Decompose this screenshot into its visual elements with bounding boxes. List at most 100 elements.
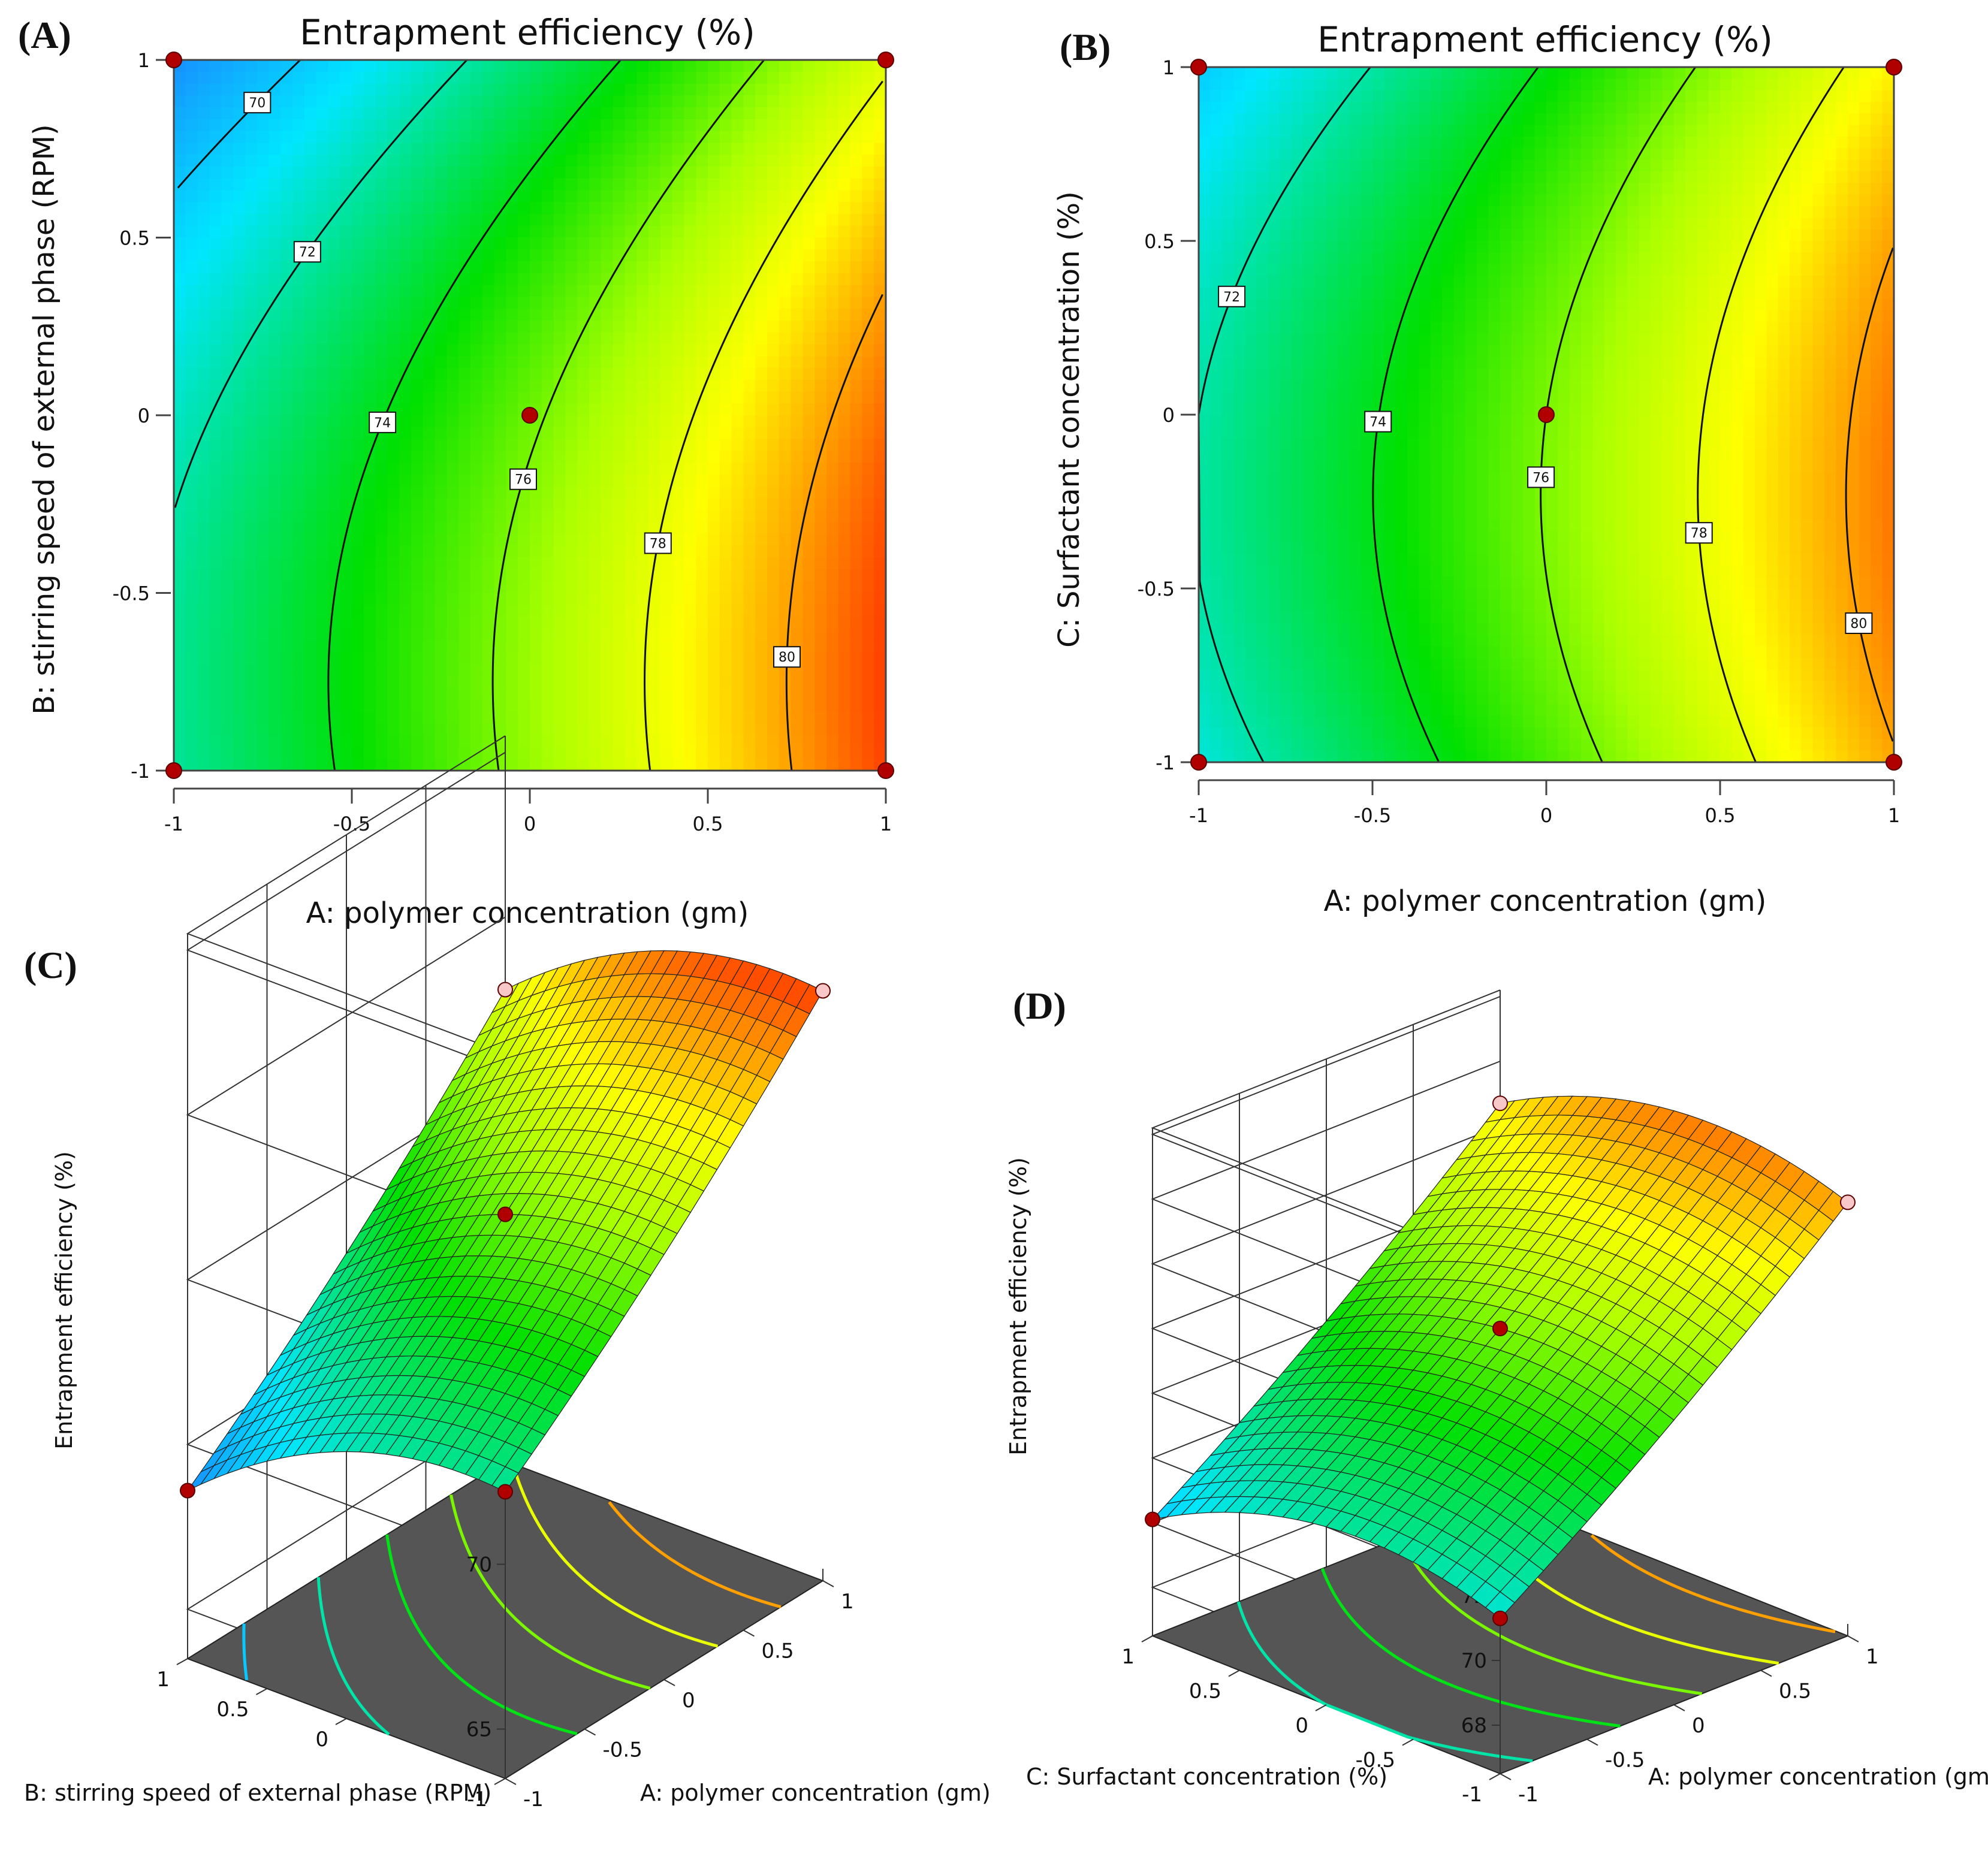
wall-edge bbox=[186, 735, 506, 1054]
x-tick-label: 0 bbox=[1540, 804, 1552, 827]
x-tick-label: -1 bbox=[1189, 804, 1208, 827]
y-tick-label: 0.5 bbox=[1144, 230, 1175, 253]
x-tick-label: 0.5 bbox=[693, 813, 723, 835]
design-point bbox=[1886, 59, 1902, 76]
design-point bbox=[1886, 754, 1902, 771]
svg-text:72: 72 bbox=[299, 245, 316, 260]
plotB-frame bbox=[1197, 66, 1895, 763]
b-tick-label: 1 bbox=[156, 1668, 170, 1692]
panel-b-xlabel: A: polymer concentration (gm) bbox=[1324, 884, 1767, 918]
contour-label-76: 76 bbox=[1527, 466, 1555, 488]
contour-line-78 bbox=[644, 80, 883, 771]
floor-contour-76 bbox=[449, 1494, 651, 1690]
design-point bbox=[877, 52, 894, 68]
plotA-frame bbox=[173, 59, 887, 772]
panel-d-surface-plot: 828078767472706810.50-0.5-110.50-0.5-1 bbox=[1121, 989, 1879, 1807]
contour-line-72 bbox=[1199, 67, 1371, 762]
panel-d-xlabel: A: polymer concentration (gm) bbox=[1648, 1764, 1988, 1790]
design-point bbox=[877, 762, 894, 779]
contour-label-78: 78 bbox=[1685, 522, 1713, 544]
z-tick-label: 70 bbox=[466, 1553, 492, 1577]
y-tick-label: 0 bbox=[1163, 404, 1175, 427]
b-tick-mark bbox=[1489, 1773, 1501, 1780]
plotC-floor-contours bbox=[242, 1466, 782, 1736]
panel-a: (A) Entrapment efficiency (%) 70 72 74 76 78… bbox=[18, 12, 894, 930]
panel-c-ylabel: B: stirring speed of external phase (RPM… bbox=[24, 1780, 491, 1806]
y-tick-label: 0 bbox=[138, 404, 150, 427]
a-tick-label: 0.5 bbox=[1779, 1680, 1811, 1704]
design-point bbox=[165, 762, 182, 779]
panel-b-title: Entrapment efficiency (%) bbox=[1317, 19, 1773, 60]
a-tick-label: -1 bbox=[1518, 1783, 1538, 1807]
surface-cell bbox=[1818, 1191, 1848, 1222]
plotA-contour-lines bbox=[174, 60, 883, 771]
floor-contour-72 bbox=[1236, 1601, 1533, 1763]
a-tick-label: 0.5 bbox=[762, 1639, 794, 1663]
contour-line-72 bbox=[174, 60, 468, 508]
b-tick-label: 0.5 bbox=[216, 1698, 249, 1722]
y-tick-label: -0.5 bbox=[113, 582, 150, 605]
plotA-colour-field bbox=[174, 60, 886, 771]
contour-label-74: 74 bbox=[369, 411, 397, 433]
contour-line-78 bbox=[1697, 67, 1845, 762]
y-tick-label: -0.5 bbox=[1138, 578, 1175, 600]
b-tick-mark bbox=[1228, 1669, 1240, 1677]
panel-c-zlabel: Entrapment efficiency (%) bbox=[51, 1151, 77, 1450]
panel-c: (C) 858075706510.50-0.5-110.50-1 Entrapm… bbox=[24, 735, 991, 1811]
y-tick-label: 1 bbox=[1163, 56, 1175, 79]
floor-contour-80 bbox=[608, 1501, 782, 1609]
b-tick-label: -0.5 bbox=[1356, 1749, 1395, 1773]
b-tick-label: 0.5 bbox=[1189, 1680, 1221, 1704]
a-tick-label: -0.5 bbox=[603, 1738, 642, 1762]
a-tick-mark bbox=[663, 1679, 675, 1686]
b-tick-label: -1 bbox=[1462, 1783, 1482, 1807]
a-tick-mark bbox=[1847, 1635, 1859, 1642]
floor-contour-78 bbox=[512, 1466, 719, 1648]
contour-line-70 bbox=[177, 60, 301, 189]
contour-label-80: 80 bbox=[1845, 612, 1873, 634]
plotD-surface bbox=[1151, 1095, 1848, 1619]
panel-d-ylabel: C: Surfactant concentration (%) bbox=[1026, 1764, 1387, 1790]
x-tick-label: -0.5 bbox=[1354, 804, 1391, 827]
y-tick-label: 1 bbox=[138, 49, 150, 72]
x-tick-label: 1 bbox=[880, 813, 892, 835]
design-point bbox=[1538, 406, 1555, 423]
panel-b-ylabel: C: Surfactant concentration (%) bbox=[1052, 191, 1086, 648]
b-tick-label: 0 bbox=[1295, 1714, 1308, 1738]
panel-d-zlabel: Entrapment efficiency (%) bbox=[1005, 1157, 1031, 1456]
design-point bbox=[1492, 1321, 1508, 1336]
b-tick-mark bbox=[256, 1688, 267, 1695]
contour-label-78: 78 bbox=[644, 532, 672, 554]
b-tick-label: 0 bbox=[315, 1728, 328, 1752]
svg-text:76: 76 bbox=[515, 473, 532, 488]
panel-label-c: (C) bbox=[24, 944, 77, 986]
design-point bbox=[497, 1206, 513, 1222]
x-tick-label: -1 bbox=[164, 813, 183, 835]
b-tick-label: -1 bbox=[467, 1787, 487, 1811]
design-point bbox=[815, 983, 831, 999]
y-tick-label: -1 bbox=[131, 760, 150, 783]
b-tick-mark bbox=[176, 1658, 188, 1665]
a-tick-mark bbox=[743, 1629, 755, 1637]
design-point bbox=[1190, 59, 1207, 76]
panel-b: (B) Entrapment efficiency (%) 72 74 76 78 80… bbox=[1052, 19, 1902, 918]
contour-label-70: 70 bbox=[243, 92, 271, 114]
a-tick-label: 1 bbox=[1866, 1645, 1879, 1669]
x-tick-label: 1 bbox=[1888, 804, 1900, 827]
b-tick-mark bbox=[494, 1778, 506, 1785]
contour-label-76: 76 bbox=[509, 468, 537, 490]
panel-a-title: Entrapment efficiency (%) bbox=[300, 12, 755, 53]
contour-line-80 bbox=[1845, 247, 1894, 742]
panel-label-b: (B) bbox=[1060, 26, 1111, 68]
a-tick-mark bbox=[505, 1778, 517, 1785]
wall-grid-line bbox=[186, 751, 506, 1071]
b-tick-mark bbox=[335, 1718, 347, 1725]
wall-grid-line bbox=[1151, 996, 1501, 1273]
panel-c-xlabel: A: polymer concentration (gm) bbox=[640, 1780, 991, 1806]
panel-a-ylabel: B: stirring speed of external phase (RPM… bbox=[28, 124, 61, 714]
svg-text:74: 74 bbox=[374, 416, 391, 431]
b-tick-label: 1 bbox=[1121, 1645, 1135, 1669]
panel-b-plot: 72 74 76 78 80 -1 -0.5 0 0.5 1 1 0.5 0 -0.5 -1 bbox=[1138, 56, 1902, 827]
a-tick-label: 0 bbox=[682, 1689, 695, 1713]
